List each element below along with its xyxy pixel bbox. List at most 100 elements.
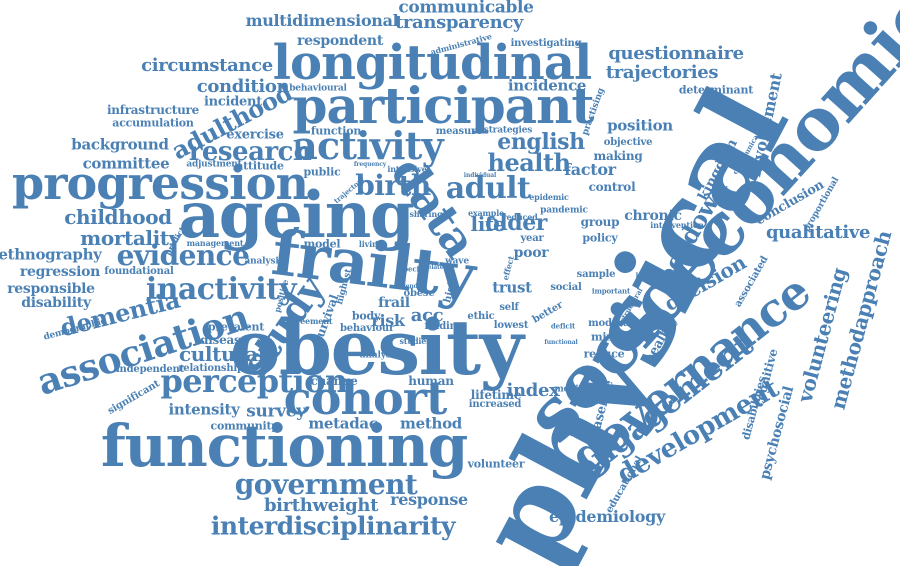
word-important: important [591, 286, 631, 296]
word-related: related [424, 264, 448, 271]
word-exercise: exercise [226, 127, 284, 143]
word-older: older [485, 210, 547, 236]
word-incident: incident [204, 94, 262, 110]
word-behavioural: behavioural [289, 83, 347, 94]
word-adjustment: adjustment [186, 159, 242, 170]
word-functioning: functioning [100, 412, 468, 480]
word-mixed: mixed [591, 330, 627, 344]
word-reduce: reduce [583, 347, 625, 361]
word-condition: condition [196, 76, 290, 97]
word-factor: factor [564, 160, 616, 179]
word-epidemic: epidemic [529, 192, 569, 202]
word-strategies: strategies [483, 125, 533, 136]
word-intensity: intensity [168, 400, 240, 419]
word-individual: individual [463, 172, 497, 179]
word-birth: birth [355, 169, 431, 202]
word-making: making [593, 149, 643, 163]
word-sharing: sharing [409, 209, 443, 219]
word-mortality: mortality [80, 226, 180, 250]
word-english: english [497, 129, 585, 155]
word-infrastructure: infrastructure [106, 103, 200, 117]
word-sample: sample [576, 269, 616, 280]
word-disability: disability [21, 295, 91, 311]
word-birthweight: birthweight [263, 495, 379, 516]
word-volunteer: volunteer [467, 457, 525, 471]
word-finding: finding [424, 321, 464, 332]
word-control: control [588, 180, 636, 194]
word-studies: studies [399, 336, 431, 346]
word-deficit: deficit [550, 321, 576, 331]
word-participant: participant [292, 76, 594, 135]
word-life: life [470, 212, 506, 236]
word-obese: obese [403, 288, 435, 299]
word-function: function [310, 124, 362, 138]
word-investigating: investigating [510, 38, 582, 49]
word-increased: increased [468, 399, 522, 410]
word-lowest: lowest [493, 320, 529, 331]
word-effect: effect [499, 254, 517, 282]
word-measure: measure [435, 126, 483, 137]
word-responsible: responsible [7, 281, 95, 297]
word-childhood: childhood [64, 205, 172, 229]
word-risk: risk [371, 311, 405, 330]
word-social: social [550, 282, 582, 293]
word-analyse: analyse [359, 350, 397, 361]
word-independent: independent [115, 364, 185, 375]
word-metadac: metadac [308, 414, 378, 433]
word-public: public [303, 165, 341, 179]
word-relationship: relationship [178, 363, 244, 374]
word-adult: adult [445, 171, 531, 206]
word-research: research [188, 137, 312, 167]
word-regression: regression [19, 264, 101, 280]
word-prevalent: prevalent [207, 320, 265, 334]
word-questionnaire: questionnaire [608, 43, 744, 64]
word-incidence: incidence [507, 76, 587, 95]
word-objective: objective [603, 137, 653, 148]
word-epidemiology: epidemiology [549, 507, 665, 526]
word-activity: activity [293, 123, 444, 168]
word-functional: functional [544, 339, 578, 346]
word-behaviour: behaviour [339, 323, 395, 334]
word-community: community [210, 419, 278, 433]
word-body: body [351, 309, 381, 323]
word-communicable: communicable [398, 0, 534, 18]
word-multidimensional: multidimensional [245, 11, 399, 30]
word-disease: disease [200, 333, 248, 347]
word-wave: wave [445, 256, 469, 267]
word-intervention: intervention [650, 220, 704, 230]
word-circumstance: circumstance [141, 55, 273, 76]
word-respondent: respondent [296, 33, 384, 49]
word-cohort: cohort [283, 371, 448, 425]
word-agreement: agreement [285, 316, 333, 326]
word-living: living [358, 239, 384, 249]
word-chronic: chronic [624, 208, 682, 224]
word-committee: committee [82, 154, 170, 173]
word-perception: perception [160, 362, 349, 400]
word-method: method [400, 414, 462, 433]
word-mediating: mediating [554, 384, 604, 395]
word-management: management [186, 238, 244, 248]
word-inactivity: inactivity [145, 272, 297, 307]
word-ethic: ethic [467, 311, 495, 322]
word-determinant: determinant [678, 83, 754, 97]
word-ethnography: ethnography [0, 245, 102, 264]
word-group: group [580, 215, 620, 229]
word-evidence: evidence [116, 239, 250, 272]
word-analysis: analysis [244, 256, 284, 267]
word-interdisciplinarity: interdisciplinarity [210, 511, 456, 541]
word-policy: policy [582, 231, 618, 245]
word-background: background [71, 135, 169, 154]
word-obesity: obesity [229, 303, 524, 392]
word-year: year [520, 233, 544, 244]
word-intensive: intensive [387, 164, 427, 174]
word-trust: trust [492, 278, 532, 297]
word-progression: progression [11, 156, 309, 210]
word-cultural: cultural [179, 342, 265, 366]
word-frail: frail [378, 295, 410, 311]
word-response: response [390, 490, 468, 509]
word-longitudinal: longitudinal [272, 35, 592, 91]
word-model: model [303, 237, 341, 251]
word-government: government [234, 468, 418, 501]
word-pandemic: pandemic [540, 205, 588, 216]
